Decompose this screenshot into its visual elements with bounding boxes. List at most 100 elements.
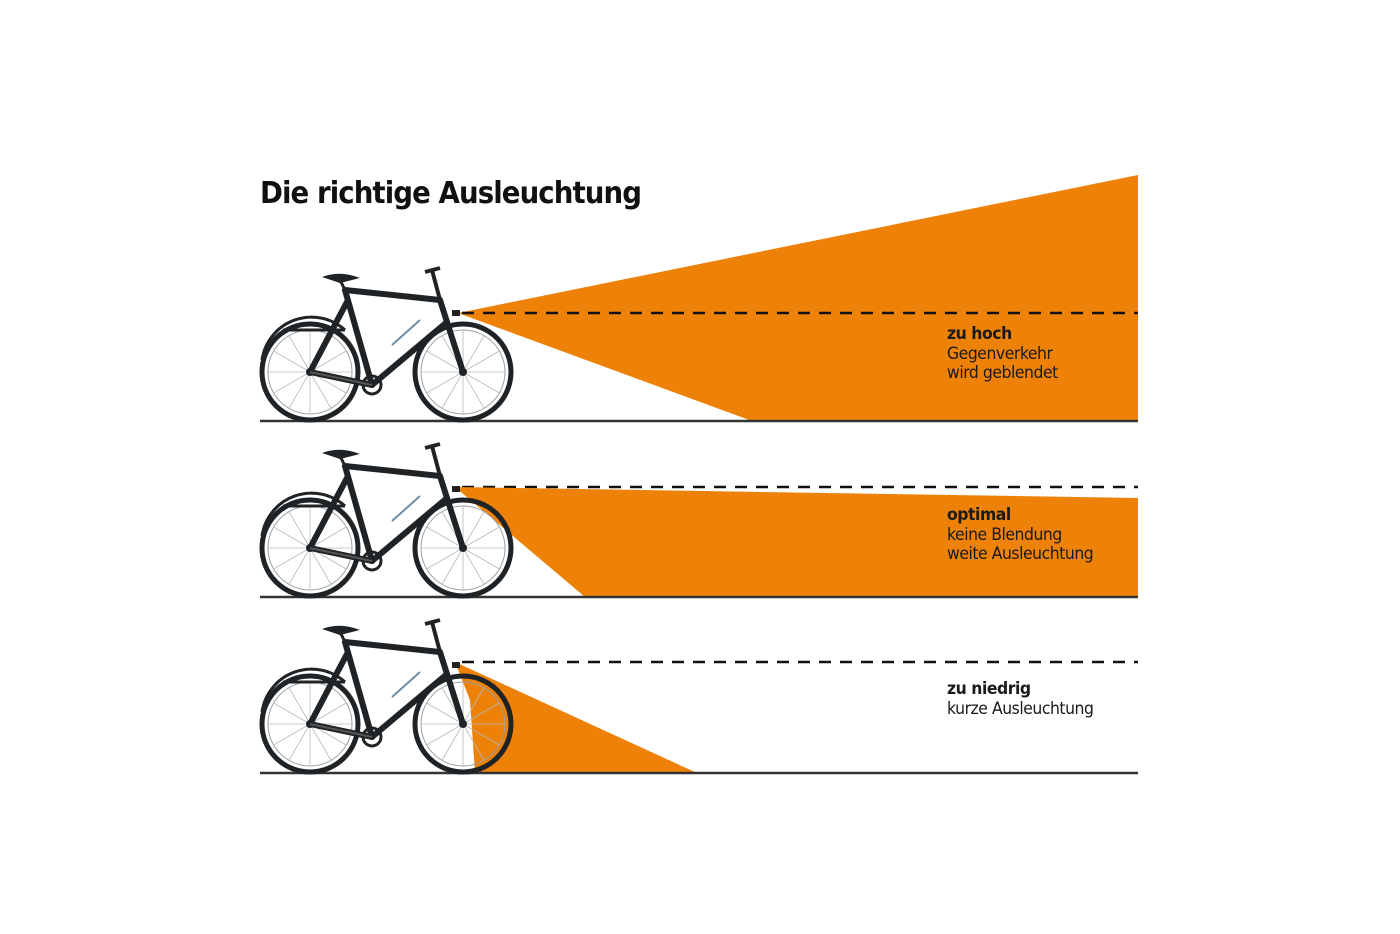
rear-wheel [259, 673, 361, 775]
label-zu-niedrig: zu niedrig kurze Ausleuchtung [947, 679, 1094, 719]
handlebar [424, 442, 441, 450]
frame-tube [437, 473, 450, 501]
spoke [309, 547, 332, 585]
spoke [426, 702, 464, 725]
spoke [441, 723, 464, 761]
spoke [462, 371, 500, 394]
frame-tube [307, 649, 351, 727]
frame-decal [391, 671, 421, 698]
light-beam [458, 175, 1138, 421]
description-line: wird geblendet [947, 363, 1058, 383]
spoke [309, 350, 347, 373]
chain [309, 371, 373, 386]
frame-tube [444, 319, 466, 375]
spoke [273, 547, 311, 570]
front-wheel [412, 321, 514, 423]
frame-tube [369, 671, 450, 740]
stem [430, 621, 442, 653]
spoke [273, 723, 311, 746]
chain [309, 723, 373, 738]
label-zu-hoch: zu hoch Gegenverkehr wird geblendet [947, 324, 1058, 384]
spoke [288, 723, 311, 761]
chain [309, 547, 373, 562]
spoke [462, 371, 485, 409]
spoke [462, 723, 500, 746]
headlight [452, 310, 460, 316]
state-label: zu niedrig [947, 679, 1031, 699]
saddle [322, 273, 360, 283]
spoke [288, 547, 311, 585]
rear-wheel [259, 321, 361, 423]
frame-tube [342, 639, 443, 655]
frame-tube [444, 495, 466, 551]
saddle [322, 449, 360, 459]
chainring [361, 550, 383, 572]
rear-fender [260, 491, 347, 537]
chainring [361, 374, 383, 396]
label-optimal: optimal keine Blendung weite Ausleuchtun… [947, 505, 1094, 565]
description-line: Gegenverkehr [947, 343, 1053, 364]
spoke [441, 547, 464, 585]
spoke [462, 723, 485, 761]
handlebar [424, 618, 441, 626]
spoke [273, 526, 311, 549]
spoke [288, 687, 311, 725]
spoke [441, 371, 464, 409]
headlight [452, 486, 460, 492]
frame-tube [342, 463, 443, 479]
spoke [309, 723, 332, 761]
headlight [452, 662, 460, 668]
frame-tube [369, 319, 450, 388]
frame-tube [307, 473, 351, 551]
rear-fender [260, 667, 347, 713]
spoke [462, 547, 500, 570]
spoke [426, 526, 464, 549]
spoke [426, 723, 464, 746]
frame-decal [391, 319, 421, 346]
description-line: kurze Ausleuchtung [947, 698, 1094, 719]
state-label: optimal [947, 505, 1011, 525]
frame-tube [342, 463, 375, 564]
rear-fender [260, 315, 347, 361]
spoke [462, 350, 500, 373]
spoke [273, 371, 311, 394]
spoke [426, 350, 464, 373]
stem [430, 445, 442, 477]
spoke [426, 547, 464, 570]
spoke [309, 526, 347, 549]
handlebar [424, 266, 441, 274]
spoke [462, 702, 500, 725]
frame-tube [369, 495, 450, 564]
spoke [273, 702, 311, 725]
spoke [309, 702, 347, 725]
light-beam [455, 662, 697, 773]
frame-tube [444, 671, 466, 727]
frame-tube [342, 287, 375, 388]
front-wheel [412, 497, 514, 599]
spoke [426, 371, 464, 394]
spoke [288, 335, 311, 373]
stem [430, 269, 442, 301]
spoke [462, 511, 485, 549]
state-label: zu hoch [947, 324, 1012, 344]
chainring [361, 726, 383, 748]
spoke [288, 511, 311, 549]
spoke [462, 526, 500, 549]
spoke [309, 371, 332, 409]
light-beam [455, 487, 1138, 597]
description-line: weite Ausleuchtung [947, 544, 1094, 564]
front-wheel [412, 673, 514, 775]
rear-wheel [259, 497, 361, 599]
spoke [288, 371, 311, 409]
frame-tube [307, 297, 351, 375]
spoke [462, 547, 485, 585]
spoke [462, 335, 485, 373]
frame-tube [342, 639, 375, 740]
description-line: keine Blendung [947, 524, 1062, 545]
frame-tube [342, 287, 443, 303]
page-title: Die richtige Ausleuchtung [260, 176, 642, 211]
frame-tube [437, 297, 450, 325]
frame-decal [391, 495, 421, 522]
frame-tube [437, 649, 450, 677]
